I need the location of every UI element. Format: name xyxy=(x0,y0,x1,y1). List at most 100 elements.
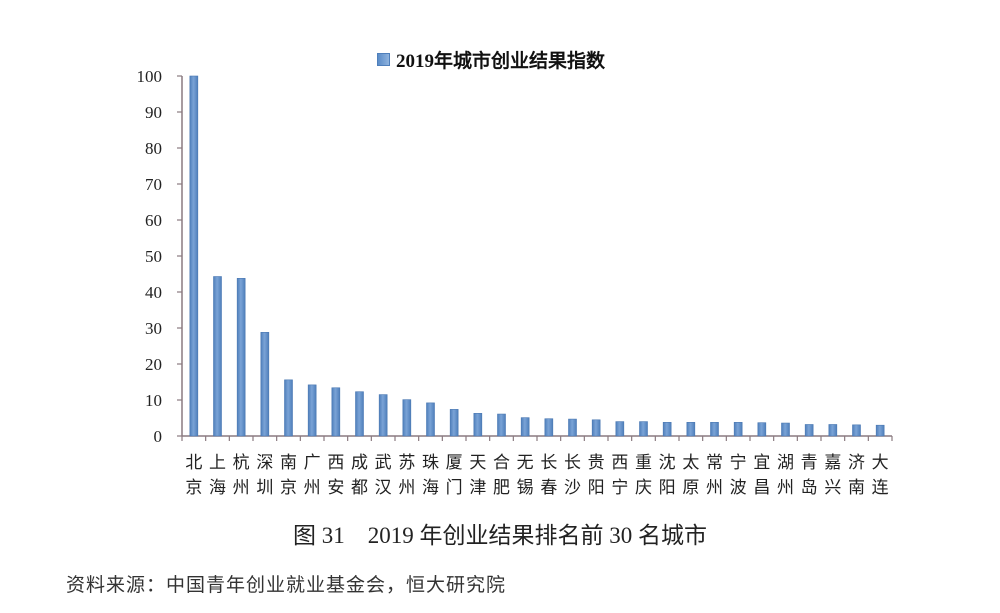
x-tick-label: 重 xyxy=(635,453,652,473)
x-tick-label: 湖 xyxy=(777,453,794,473)
figure-caption: 图 31 2019 年创业结果排名前 30 名城市 xyxy=(293,523,707,548)
x-tick-label: 京 xyxy=(280,478,297,498)
x-tick-label: 宁 xyxy=(611,478,628,498)
x-axis xyxy=(181,435,893,441)
x-tick-label: 太 xyxy=(682,453,699,473)
x-tick-label: 州 xyxy=(777,478,794,498)
x-tick-label: 波 xyxy=(730,478,747,498)
bar xyxy=(355,391,364,437)
bar xyxy=(189,75,199,437)
x-tick-label: 青 xyxy=(801,453,818,473)
x-tick-label: 连 xyxy=(872,478,889,498)
x-tick-label: 海 xyxy=(209,478,226,498)
bar xyxy=(828,424,838,437)
x-tick-label: 阳 xyxy=(588,478,605,498)
bar xyxy=(284,379,293,437)
bar xyxy=(757,422,767,437)
x-tick-label: 宜 xyxy=(753,453,770,473)
x-axis-labels: 北京上海杭州深圳南京广州西安成都武汉苏州珠海厦门天津合肥无锡长春长沙贵阳西宁重庆… xyxy=(185,453,888,498)
y-tick-label: 10 xyxy=(145,391,162,410)
x-tick-label: 州 xyxy=(233,478,250,498)
x-tick-label: 京 xyxy=(185,478,202,498)
bar xyxy=(615,421,625,437)
bar xyxy=(875,424,885,437)
x-tick-label: 海 xyxy=(422,478,439,498)
legend-label: 2019年城市创业结果指数 xyxy=(396,51,606,72)
x-tick-label: 北 xyxy=(185,453,202,473)
x-tick-label: 昌 xyxy=(753,478,770,498)
x-tick-label: 南 xyxy=(848,478,865,498)
y-tick-label: 0 xyxy=(154,427,163,446)
bar xyxy=(639,421,648,437)
x-tick-label: 安 xyxy=(327,478,344,498)
x-tick-label: 沈 xyxy=(659,453,676,473)
x-tick-label: 厦 xyxy=(446,453,463,473)
x-tick-label: 州 xyxy=(304,478,321,498)
bar xyxy=(568,418,577,437)
bar xyxy=(473,413,483,437)
x-tick-label: 州 xyxy=(706,478,723,498)
x-tick-label: 天 xyxy=(469,453,486,473)
bar xyxy=(662,422,672,437)
x-tick-label: 西 xyxy=(327,453,344,473)
bar xyxy=(520,417,530,437)
x-tick-label: 阳 xyxy=(659,478,676,498)
y-tick-label: 30 xyxy=(145,319,162,338)
bar xyxy=(710,422,719,437)
x-tick-label: 珠 xyxy=(422,453,439,473)
x-tick-label: 原 xyxy=(682,478,699,498)
x-tick-label: 兴 xyxy=(824,478,841,498)
x-tick-label: 常 xyxy=(706,453,723,473)
bar xyxy=(449,409,459,437)
x-tick-label: 长 xyxy=(540,453,557,473)
bar xyxy=(307,384,317,437)
x-tick-label: 圳 xyxy=(256,478,273,498)
x-tick-label: 苏 xyxy=(398,453,415,473)
y-tick-label: 20 xyxy=(145,355,162,374)
bar xyxy=(402,399,412,437)
bar xyxy=(781,422,790,437)
x-tick-label: 州 xyxy=(398,478,415,498)
x-tick-label: 嘉 xyxy=(824,453,841,473)
x-tick-label: 肥 xyxy=(493,478,510,498)
x-tick-label: 长 xyxy=(564,453,581,473)
bar xyxy=(236,278,246,437)
bar xyxy=(213,276,222,437)
bar xyxy=(331,387,341,437)
chart-legend: 2019年城市创业结果指数 xyxy=(377,46,605,73)
x-tick-label: 贵 xyxy=(588,453,605,473)
x-tick-label: 门 xyxy=(446,478,463,498)
x-tick-label: 庆 xyxy=(635,478,652,498)
x-tick-label: 广 xyxy=(304,453,321,473)
x-tick-label: 济 xyxy=(848,453,865,473)
bars xyxy=(189,75,885,437)
bar xyxy=(378,394,388,437)
bar xyxy=(591,419,601,437)
x-tick-label: 津 xyxy=(469,478,486,498)
x-tick-label: 宁 xyxy=(730,453,747,473)
x-tick-label: 杭 xyxy=(233,453,250,473)
x-tick-label: 春 xyxy=(540,478,557,498)
y-tick-label: 70 xyxy=(145,175,162,194)
x-tick-label: 上 xyxy=(209,453,226,473)
x-tick-label: 成 xyxy=(351,453,368,473)
bar xyxy=(733,422,743,437)
y-tick-label: 40 xyxy=(145,283,162,302)
x-tick-label: 合 xyxy=(493,453,510,473)
bar xyxy=(497,413,506,437)
bar xyxy=(686,422,696,437)
y-tick-label: 60 xyxy=(145,211,162,230)
source-note: 资料来源：中国青年创业就业基金会，恒大研究院 xyxy=(66,574,507,596)
x-tick-label: 大 xyxy=(872,453,889,473)
y-tick-label: 90 xyxy=(145,103,162,122)
y-tick-label: 80 xyxy=(145,139,162,158)
x-tick-label: 岛 xyxy=(801,478,818,498)
x-tick-label: 武 xyxy=(375,453,392,473)
x-tick-label: 南 xyxy=(280,453,297,473)
x-tick-label: 沙 xyxy=(564,478,581,498)
bar xyxy=(544,418,554,437)
x-tick-label: 无 xyxy=(517,453,534,473)
y-axis: 0 10 20 30 40 50 60 70 80 90 100 xyxy=(137,67,183,446)
x-tick-label: 深 xyxy=(256,453,273,473)
bar xyxy=(852,424,861,437)
